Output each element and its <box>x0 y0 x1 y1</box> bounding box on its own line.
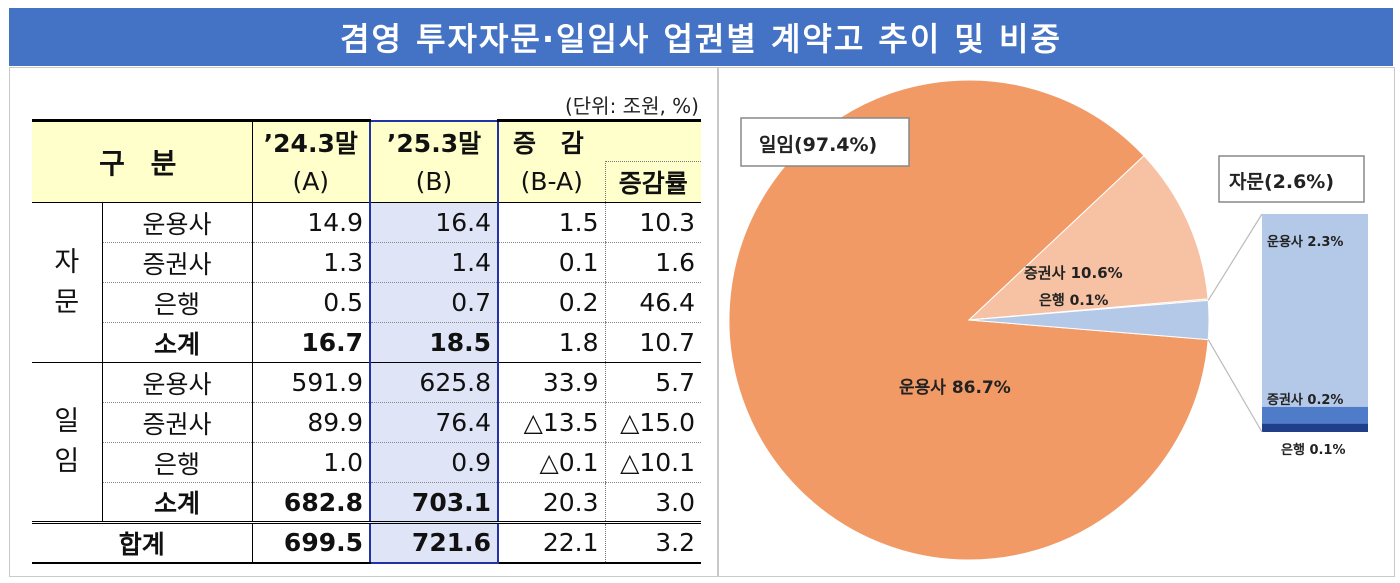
group-label-char: 문 <box>54 286 80 318</box>
pie-label-bank: 은행 0.1% <box>1039 293 1108 309</box>
value-diff: 1.8 <box>498 322 605 363</box>
value-b: 1.4 <box>369 242 499 283</box>
connector-line-bottom <box>1207 339 1263 433</box>
table-row: 일 임 운용사 591.9 625.8 33.9 5.7 <box>32 362 701 523</box>
value-b: 625.8 <box>369 362 499 403</box>
row-name: 소계 <box>102 482 253 523</box>
header-change-rate: 증감률 <box>604 161 701 203</box>
header-change-group: 증 감 <box>498 119 701 162</box>
table-row: 증권사 1.3 1.4 0.1 1.6 <box>32 242 701 283</box>
page-title: 겸영 투자자문·일임사 업권별 계약고 추이 및 비중 <box>9 8 1393 66</box>
header-col-a: ’24.3말 <box>251 119 370 162</box>
value-diff: 33.9 <box>498 362 605 403</box>
value-a: 16.7 <box>252 322 371 363</box>
group-label-char: 일 <box>54 406 80 437</box>
total-b: 721.6 <box>369 521 499 564</box>
value-b: 18.5 <box>369 322 499 363</box>
value-diff: 0.1 <box>498 242 605 283</box>
value-a: 89.9 <box>252 402 371 443</box>
group-label-char: 임 <box>54 446 80 477</box>
value-a: 682.8 <box>252 482 371 523</box>
bar-label-securities: 증권사 0.2% <box>1267 392 1343 408</box>
value-rate: △10.1 <box>604 442 701 483</box>
value-b: 16.4 <box>369 202 499 243</box>
header-change-group-label: 증 감 <box>513 128 592 158</box>
group-box-jamun <box>1218 155 1365 203</box>
value-b: 0.9 <box>369 442 499 483</box>
value-b: 0.7 <box>369 282 499 323</box>
header-col-b-sub: (B) <box>369 161 499 203</box>
value-a: 591.9 <box>252 362 371 403</box>
group-label-char: 자 <box>54 246 80 278</box>
table-row-total: 합계 699.5 721.6 22.1 3.2 <box>32 521 701 564</box>
row-name: 은행 <box>102 442 253 483</box>
row-name: 운용사 <box>102 202 253 243</box>
contract-table: 구 분 ’24.3말 ’25.3말 증 감 (A) (B) (B-A) 증감률 … <box>32 119 701 564</box>
total-a: 699.5 <box>252 521 371 564</box>
connector-line-top <box>1207 213 1263 301</box>
value-b: 76.4 <box>369 402 499 443</box>
table-row: 소계 16.7 18.5 1.8 10.7 <box>32 322 701 363</box>
value-diff: 1.5 <box>498 202 605 243</box>
row-name: 은행 <box>102 282 253 323</box>
total-diff: 22.1 <box>498 521 605 564</box>
total-name: 합계 <box>32 521 253 564</box>
group-label-jamun: 자문(2.6%) <box>1229 171 1334 193</box>
bar-segment <box>1262 423 1368 432</box>
pie-slice <box>968 299 1210 341</box>
value-a: 14.9 <box>252 202 371 243</box>
value-a: 1.0 <box>252 442 371 483</box>
value-diff: 20.3 <box>498 482 605 523</box>
unit-note: (단위: 조원, %) <box>564 94 699 118</box>
value-b: 703.1 <box>369 482 499 523</box>
table-row: 은행 1.0 0.9 △0.1 △10.1 <box>32 442 701 483</box>
header-category: 구 분 <box>32 119 252 203</box>
table-row: 소계 682.8 703.1 20.3 3.0 <box>32 482 701 523</box>
row-name: 증권사 <box>102 402 253 443</box>
pie-slice <box>967 155 1209 321</box>
bar-label-bank: 은행 0.1% <box>1281 442 1346 458</box>
row-name: 소계 <box>102 322 253 363</box>
value-rate: 10.3 <box>604 202 701 243</box>
value-a: 0.5 <box>252 282 371 323</box>
row-name: 증권사 <box>102 242 253 283</box>
pie-chart: 운용사 86.7% 증권사 10.6% 은행 0.1% 일임(97.4%) 자문(2.6… <box>728 79 1368 561</box>
value-rate: 5.7 <box>604 362 701 403</box>
value-diff: △0.1 <box>498 442 605 483</box>
value-rate: 10.7 <box>604 322 701 363</box>
value-diff: △13.5 <box>498 402 605 443</box>
bar-segment <box>1262 214 1368 407</box>
value-rate: 46.4 <box>604 282 701 323</box>
table-panel: (단위: 조원, %) 구 분 ’24.3말 ’25.3말 증 감 (A) (B… <box>9 67 718 577</box>
value-rate: 1.6 <box>604 242 701 283</box>
pie-label-securities: 증권사 10.6% <box>1024 264 1123 282</box>
value-rate: △15.0 <box>604 402 701 443</box>
pie-label-asset-manager: 운용사 86.7% <box>899 378 1011 398</box>
group-box-ilim <box>740 117 910 167</box>
table-row: 은행 0.5 0.7 0.2 46.4 <box>32 282 701 323</box>
value-a: 1.3 <box>252 242 371 283</box>
chart-panel: 운용사 86.7% 증권사 10.6% 은행 0.1% 일임(97.4%) 자문(2.6… <box>718 67 1395 577</box>
table-row: 자 문 운용사 14.9 16.4 1.5 10.3 <box>32 202 701 363</box>
bar-segment <box>1262 406 1368 424</box>
group-label-ilim: 일임(97.4%) <box>759 134 877 156</box>
header-change-abs: (B-A) <box>498 161 605 203</box>
header-col-a-sub: (A) <box>251 161 370 203</box>
value-diff: 0.2 <box>498 282 605 323</box>
table-row: 증권사 89.9 76.4 △13.5 △15.0 <box>32 402 701 443</box>
value-rate: 3.0 <box>604 482 701 523</box>
total-rate: 3.2 <box>604 521 701 564</box>
row-name: 운용사 <box>102 362 253 403</box>
header-col-b: ’25.3말 <box>369 119 499 162</box>
bar-label-asset-manager: 운용사 2.3% <box>1267 234 1343 250</box>
